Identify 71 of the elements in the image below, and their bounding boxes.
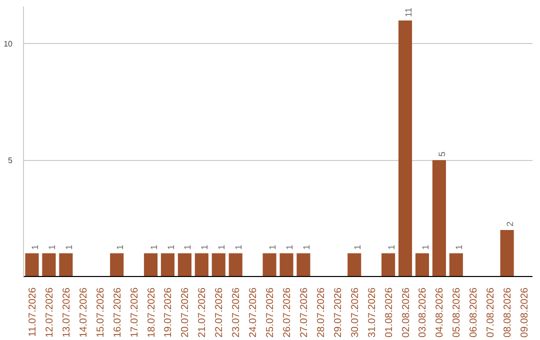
bar (42, 253, 56, 276)
x-tick-label: 14.07.2026 (78, 287, 90, 338)
data-label: 2 (505, 221, 516, 226)
x-tick-label: 05.08.2026 (452, 287, 463, 338)
bar (280, 253, 294, 276)
x-tick-label: 27.07.2026 (298, 287, 310, 338)
x-tick-label: 17.07.2026 (129, 287, 140, 338)
data-label: 1 (30, 244, 40, 250)
bar (500, 230, 514, 276)
bar (296, 253, 310, 276)
x-tick-label: 01.08.2026 (384, 287, 395, 338)
bar (381, 253, 396, 276)
bar (160, 253, 175, 276)
bar (449, 253, 463, 276)
x-tick-label: 06.08.2026 (468, 287, 480, 338)
x-tick-label: 11.07.2026 (27, 287, 38, 337)
bar (348, 253, 362, 276)
bar (432, 160, 446, 276)
x-tick-label: 12.07.2026 (44, 287, 56, 338)
x-tick-label: 07.08.2026 (486, 287, 497, 338)
x-tick-label: 09.08.2026 (520, 287, 531, 338)
x-tick-label: 13.07.2026 (61, 287, 72, 338)
data-label: 1 (386, 244, 396, 250)
data-label: 1 (216, 244, 227, 250)
bar (228, 253, 242, 276)
x-tick-label: 20.07.2026 (180, 287, 192, 338)
data-label: 1 (454, 244, 464, 250)
x-tick-label: 30.07.2026 (350, 287, 361, 338)
x-tick-label: 18.07.2026 (146, 287, 158, 338)
x-tick-label: 23.07.2026 (231, 287, 242, 338)
data-label: 1 (284, 244, 295, 250)
data-label: 1 (420, 244, 430, 250)
x-tick-label: 15.07.2026 (95, 287, 106, 338)
data-label: 1 (114, 244, 125, 250)
data-label: 1 (46, 244, 57, 250)
bar (212, 253, 226, 276)
data-label: 1 (166, 244, 176, 250)
x-tick-label: 29.07.2026 (332, 287, 344, 338)
x-tick-label: 31.07.2026 (366, 287, 378, 338)
data-label: 1 (148, 244, 159, 250)
x-tick-label: 04.08.2026 (434, 287, 446, 338)
x-tick-label: 03.08.2026 (418, 287, 429, 338)
data-label: 1 (200, 244, 210, 250)
data-label: 1 (64, 244, 74, 250)
bar (59, 253, 73, 276)
data-label: 1 (268, 244, 278, 250)
x-tick-label: 19.07.2026 (163, 287, 174, 338)
data-label: 1 (301, 244, 312, 250)
data-label: 11 (403, 8, 414, 17)
x-tick-label: 28.07.2026 (316, 287, 327, 338)
x-tick-label: 24.07.2026 (248, 287, 260, 338)
x-tick-label: 16.07.2026 (112, 287, 124, 338)
x-tick-label: 22.07.2026 (214, 287, 226, 338)
bar (144, 253, 158, 276)
data-label: 1 (234, 244, 244, 250)
x-tick-label: 02.08.2026 (400, 287, 412, 338)
bar (398, 20, 412, 276)
bar (25, 253, 39, 276)
y-tick-label: 10 (4, 40, 14, 49)
data-label: 5 (437, 152, 448, 157)
x-tick-label: 08.08.2026 (502, 287, 514, 338)
bar (262, 253, 276, 276)
x-tick-label: 26.07.2026 (282, 287, 293, 338)
bar (178, 253, 192, 276)
bar (194, 253, 208, 276)
x-tick-label: 25.07.2026 (265, 287, 276, 338)
x-tick-label: 21.07.2026 (197, 287, 208, 338)
data-label: 1 (182, 244, 193, 250)
bar (110, 253, 124, 276)
bar (415, 253, 430, 276)
data-label: 1 (352, 244, 362, 250)
